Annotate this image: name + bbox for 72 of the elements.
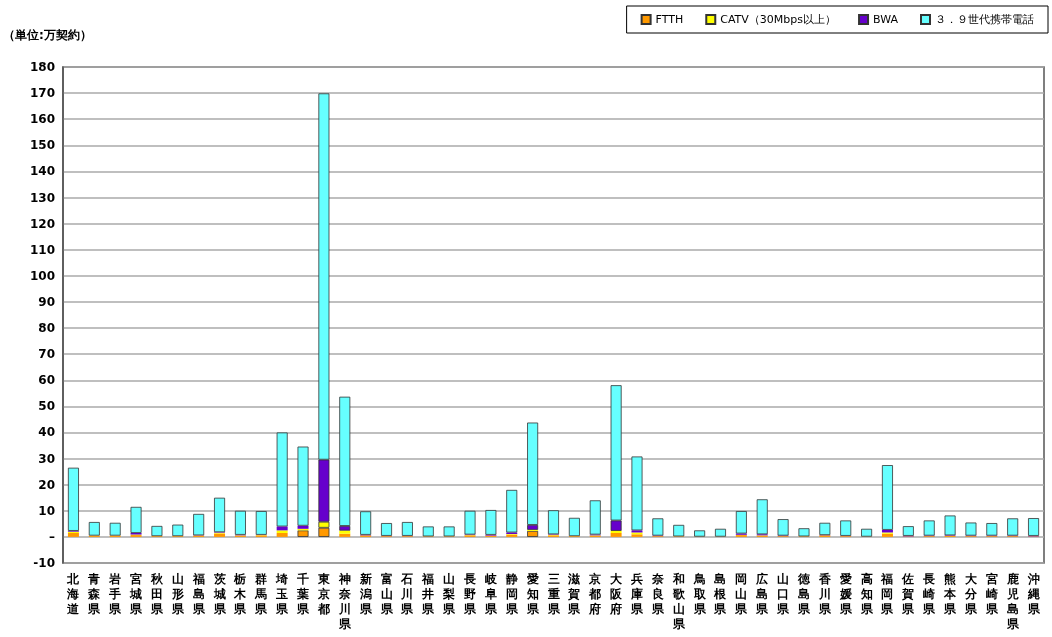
y-tick-label: 20	[38, 477, 55, 492]
y-tick-label: –	[49, 529, 55, 544]
y-tick-label: 90	[38, 294, 55, 309]
x-tick-label: 東京都	[316, 571, 331, 616]
x-tick-label: 広島県	[755, 571, 770, 616]
x-tick-label: 福島県	[191, 571, 206, 616]
y-tick-label: 70	[38, 347, 55, 362]
y-tick-label: 110	[29, 242, 55, 257]
y-tick-label: 150	[29, 138, 55, 153]
x-tick-label: 兵庫県	[629, 571, 644, 616]
x-tick-label: 愛知県	[525, 571, 540, 616]
y-tick-label: 120	[29, 216, 55, 231]
y-tick-label: 80	[38, 321, 55, 336]
x-tick-label: 鳥取県	[692, 571, 707, 616]
x-tick-label: 佐賀県	[901, 571, 916, 616]
x-tick-label: 島根県	[713, 571, 728, 616]
y-tick-label: 130	[29, 190, 55, 205]
x-tick-label: 静岡県	[504, 571, 519, 616]
x-tick-label: 宮崎県	[984, 571, 999, 616]
y-tick-label: 160	[29, 112, 55, 127]
x-tick-label: 鹿児島県	[1005, 571, 1020, 631]
x-tick-label: 栃木県	[233, 571, 248, 616]
x-tick-label: 福岡県	[880, 571, 895, 616]
legend-label: ３．９世代携帯電話	[935, 13, 1034, 26]
x-tick-label: 香川県	[817, 571, 832, 616]
x-tick-label: 宮城県	[129, 571, 144, 616]
x-tick-label: 大分県	[963, 571, 978, 616]
x-tick-label: 埼玉県	[275, 571, 290, 616]
legend-label: CATV（30Mbps以上）	[720, 13, 837, 26]
x-tick-label: 岡山県	[734, 571, 749, 616]
x-tick-label: 山梨県	[442, 571, 457, 616]
x-tick-label: 愛媛県	[838, 571, 853, 616]
x-tick-label: 青森県	[87, 571, 102, 616]
y-tick-label: 10	[38, 503, 55, 518]
x-tick-label: 高知県	[859, 571, 874, 616]
y-tick-label: 170	[29, 86, 55, 101]
x-tick-label: 岐阜県	[483, 571, 498, 616]
y-tick-label: 180	[29, 60, 55, 74]
x-tick-label: 秋田県	[149, 571, 164, 616]
legend-label: BWA	[873, 13, 899, 26]
x-tick-label: 長崎県	[922, 571, 937, 616]
y-tick-label: 40	[38, 425, 55, 440]
x-tick-label: 大阪府	[609, 571, 624, 616]
x-tick-label: 和歌山県	[671, 571, 686, 631]
y-tick-label: 50	[38, 399, 55, 414]
x-tick-label: 熊本県	[943, 571, 958, 616]
y-tick-label: -10	[33, 556, 55, 570]
x-tick-label: 山形県	[170, 571, 185, 616]
legend-label: FTTH	[655, 13, 684, 26]
x-tick-label: 神奈川県	[337, 571, 352, 631]
x-tick-label: 滋賀県	[567, 571, 582, 616]
y-tick-label: 30	[38, 451, 55, 466]
x-tick-label: 北海道	[66, 571, 81, 616]
x-tick-label: 千葉県	[296, 571, 311, 616]
y-tick-label: 60	[38, 373, 55, 388]
x-tick-label: 富山県	[379, 571, 394, 616]
x-tick-label: 山口県	[776, 571, 791, 616]
x-tick-label: 徳島県	[796, 571, 811, 616]
x-tick-label: 長野県	[463, 571, 478, 616]
x-tick-label: 沖縄県	[1026, 571, 1041, 616]
x-tick-label: 岩手県	[108, 571, 123, 616]
x-tick-label: 新潟県	[358, 571, 373, 616]
x-tick-label: 福井県	[421, 571, 436, 616]
x-tick-label: 京都府	[588, 571, 602, 616]
x-tick-label: 茨城県	[212, 571, 227, 616]
y-axis-title: （単位:万契約）	[3, 28, 92, 42]
x-tick-label: 奈良県	[650, 571, 665, 616]
y-tick-label: 140	[29, 164, 55, 179]
x-tick-label: 群馬県	[254, 571, 269, 616]
x-tick-label: 三重県	[546, 571, 561, 616]
y-tick-label: 100	[29, 268, 55, 283]
x-tick-label: 石川県	[400, 571, 415, 616]
